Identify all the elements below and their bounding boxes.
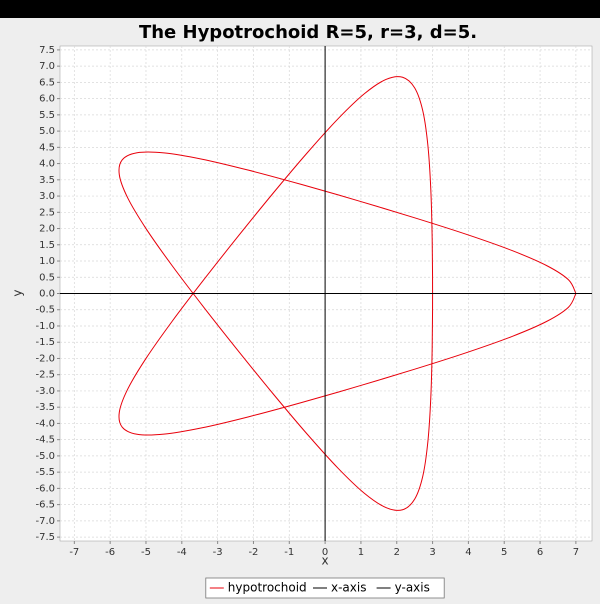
axes: -7 -6 -5 -4 -3 -2 -1 0 1 2 3 4 5 6 7 -7.5 -7.0 -6.5 -6.0 -5… [35, 45, 579, 558]
x-tick-label: -2 [248, 547, 258, 558]
legend-label: y-axis [395, 581, 430, 595]
y-tick-label: 5.0 [39, 126, 55, 137]
x-tick-label: 1 [358, 547, 364, 558]
x-tick-label: 4 [465, 547, 471, 558]
y-tick-label: -4.0 [35, 418, 55, 429]
y-tick-label: -7.5 [35, 532, 55, 543]
y-tick-label: 4.0 [39, 159, 55, 170]
y-tick-label: -2.0 [35, 353, 55, 364]
x-tick-label: 0 [322, 547, 328, 558]
x-tick-label: -4 [177, 547, 187, 558]
y-tick-label: -4.5 [35, 435, 55, 446]
y-tick-label: -0.5 [35, 305, 55, 316]
y-tick-label: 3.0 [39, 191, 55, 202]
legend-label: hypotrochoid [228, 581, 307, 595]
y-tick-label: 1.5 [39, 240, 55, 251]
x-tick-label: 5 [501, 547, 507, 558]
y-tick-label: 2.0 [39, 224, 55, 235]
y-tick-label: 7.5 [39, 45, 55, 56]
window-bar [0, 0, 600, 18]
x-tick-label: -5 [141, 547, 151, 558]
y-tick-label: 5.5 [39, 110, 55, 121]
legend: hypotrochoid x-axis y-axis [205, 577, 445, 599]
y-tick-label: 4.5 [39, 142, 55, 153]
chart-title: The Hypotrochoid R=5, r=3, d=5. [139, 22, 477, 43]
y-tick-label: -5.5 [35, 467, 55, 478]
y-tick-label: -3.5 [35, 402, 55, 413]
y-tick-label: -1.0 [35, 321, 55, 332]
y-tick-label: 6.5 [39, 77, 55, 88]
x-tick-label: -6 [105, 547, 115, 558]
x-tick-label: 3 [429, 547, 435, 558]
x-axis-label: x [321, 554, 328, 568]
x-tick-label: -1 [284, 547, 294, 558]
y-tick-label: -6.5 [35, 500, 55, 511]
y-tick-label: 0.5 [39, 272, 55, 283]
y-axis-label: y [11, 289, 25, 296]
y-tick-label: 6.0 [39, 94, 55, 105]
y-tick-label: -3.0 [35, 386, 55, 397]
x-tick-label: 6 [537, 547, 543, 558]
y-tick-label: 1.0 [39, 256, 55, 267]
y-tick-label: 3.5 [39, 175, 55, 186]
y-tick-label: -5.0 [35, 451, 55, 462]
plot [60, 46, 592, 541]
y-tick-label: 2.5 [39, 207, 55, 218]
x-tick-label: 2 [394, 547, 400, 558]
y-tick-label: 7.0 [39, 61, 55, 72]
x-tick-label: 7 [573, 547, 579, 558]
y-tick-label: -7.0 [35, 516, 55, 527]
legend-label: x-axis [331, 581, 366, 595]
x-tick-label: -7 [69, 547, 79, 558]
y-tick-label: -1.5 [35, 337, 55, 348]
y-tick-label: -6.0 [35, 483, 55, 494]
y-tick-label: -2.5 [35, 370, 55, 381]
y-tick-label: 0.0 [39, 289, 55, 300]
x-tick-label: -3 [213, 547, 223, 558]
